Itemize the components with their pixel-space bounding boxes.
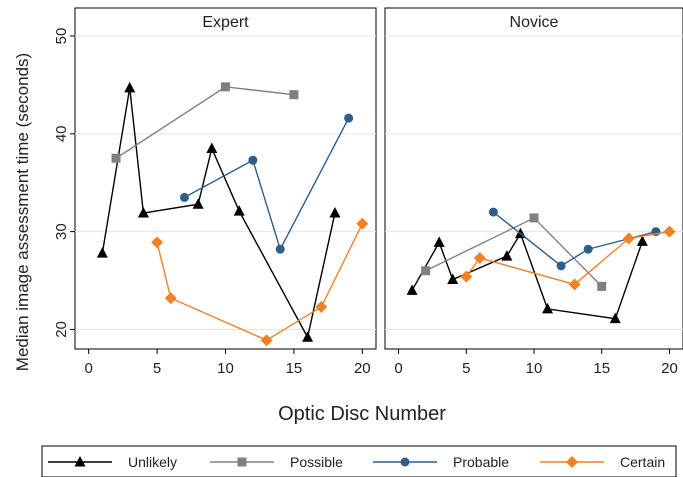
data-point-probable bbox=[556, 261, 566, 271]
y-axis-title: Median image assessment time (seconds) bbox=[13, 53, 32, 371]
x-tick-label: 20 bbox=[661, 360, 678, 377]
series-line-probable bbox=[184, 117, 350, 252]
data-point-unlikely bbox=[406, 284, 418, 295]
legend-item-probable: Probable bbox=[373, 454, 509, 470]
data-point-unlikely bbox=[433, 236, 445, 247]
data-point-certain bbox=[568, 278, 581, 291]
data-point-certain bbox=[260, 334, 273, 347]
panel-novice-series-possible bbox=[421, 213, 607, 291]
x-tick-label: 5 bbox=[462, 360, 470, 377]
data-point-unlikely bbox=[501, 250, 513, 261]
data-point-unlikely bbox=[329, 207, 341, 218]
data-point-unlikely bbox=[192, 198, 204, 209]
data-point-probable bbox=[248, 155, 258, 165]
panel-novice-title: Novice bbox=[510, 14, 559, 31]
panel-expert-strip bbox=[74, 7, 377, 37]
x-tick-label: 10 bbox=[526, 360, 543, 377]
data-point-certain bbox=[622, 232, 635, 245]
panel-novice: Novice 0 5 10 15 20 bbox=[384, 7, 683, 377]
x-tick-label: 5 bbox=[153, 360, 161, 377]
panel-novice-frame bbox=[384, 35, 683, 350]
data-point-unlikely bbox=[206, 142, 218, 153]
legend: Unlikely Possible Probable Certain bbox=[41, 445, 677, 477]
data-point-unlikely bbox=[124, 81, 136, 93]
legend-item-possible: Possible bbox=[210, 454, 343, 470]
x-tick-label: 0 bbox=[85, 360, 93, 377]
data-point-unlikely bbox=[233, 205, 245, 216]
x-axis-title: Optic Disc Number bbox=[278, 403, 446, 425]
data-point-unlikely bbox=[542, 302, 554, 314]
data-point-certain bbox=[164, 292, 177, 305]
panels-layer: Expert 20 30 40 50 0 5 10 15 20 Novice 0 5 10 15 20 bbox=[53, 7, 683, 377]
legend-label-unlikely: Unlikely bbox=[128, 454, 177, 470]
data-point-unlikely bbox=[137, 207, 149, 218]
data-point-unlikely bbox=[636, 235, 648, 246]
legend-label-certain: Certain bbox=[620, 454, 665, 470]
data-point-probable bbox=[583, 244, 593, 254]
series-line-unlikely bbox=[411, 231, 644, 320]
panel-novice-series-certain bbox=[460, 225, 676, 291]
x-tick-label: 15 bbox=[593, 360, 610, 377]
legend-label-probable: Probable bbox=[453, 454, 509, 470]
data-point-probable bbox=[488, 207, 498, 217]
x-tick-label: 20 bbox=[354, 360, 371, 377]
data-point-possible bbox=[529, 213, 539, 223]
legend-item-certain: Certain bbox=[540, 454, 665, 470]
panel-expert-series-unlikely bbox=[96, 81, 341, 342]
data-point-certain bbox=[460, 270, 473, 283]
data-point-certain bbox=[151, 236, 164, 249]
legend-label-possible: Possible bbox=[290, 454, 343, 470]
panel-novice-series-unlikely bbox=[406, 227, 648, 324]
panel-expert-series-probable bbox=[179, 113, 354, 254]
data-point-certain bbox=[356, 217, 369, 230]
y-tick-label: 40 bbox=[53, 125, 70, 142]
y-tick-label: 50 bbox=[53, 28, 70, 45]
data-point-probable bbox=[275, 244, 285, 254]
data-point-unlikely bbox=[96, 247, 108, 258]
panel-expert-series-possible bbox=[111, 82, 299, 163]
legend-marker-certain bbox=[566, 456, 578, 468]
legend-marker-unlikely bbox=[74, 456, 86, 467]
legend-marker-possible bbox=[237, 457, 247, 467]
data-point-unlikely bbox=[447, 273, 459, 285]
data-point-probable bbox=[179, 192, 189, 202]
data-point-unlikely bbox=[302, 331, 314, 342]
y-tick-label: 20 bbox=[53, 321, 70, 338]
legend-marker-probable bbox=[400, 457, 410, 467]
panel-expert-title: Expert bbox=[202, 14, 249, 31]
legend-item-unlikely: Unlikely bbox=[48, 454, 177, 470]
x-tick-label: 15 bbox=[286, 360, 303, 377]
data-point-probable bbox=[344, 113, 354, 123]
data-point-certain bbox=[473, 252, 486, 265]
data-point-certain bbox=[663, 225, 676, 238]
series-line-probable bbox=[492, 211, 657, 267]
x-tick-label: 10 bbox=[217, 360, 234, 377]
y-tick-label: 30 bbox=[53, 223, 70, 240]
series-line-unlikely bbox=[101, 87, 336, 340]
data-point-certain bbox=[315, 300, 328, 313]
x-tick-label: 0 bbox=[394, 360, 402, 377]
panel-expert: Expert 20 30 40 50 0 5 10 15 20 bbox=[53, 7, 377, 377]
data-point-possible bbox=[421, 266, 431, 276]
data-point-possible bbox=[289, 90, 299, 100]
data-point-unlikely bbox=[609, 312, 621, 324]
data-point-possible bbox=[111, 153, 121, 163]
panel-expert-series-certain bbox=[151, 217, 369, 347]
data-point-possible bbox=[221, 82, 230, 92]
data-point-possible bbox=[597, 281, 607, 291]
